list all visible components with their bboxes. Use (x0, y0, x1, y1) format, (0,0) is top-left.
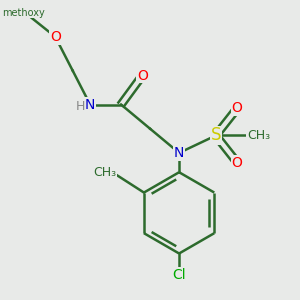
Text: CH₃: CH₃ (247, 129, 270, 142)
Text: N: N (85, 98, 95, 112)
Text: methoxy: methoxy (2, 8, 45, 18)
Text: O: O (137, 68, 148, 83)
Text: O: O (232, 101, 243, 116)
Text: N: N (174, 146, 184, 160)
Text: O: O (50, 30, 61, 44)
Text: CH₃: CH₃ (94, 166, 117, 179)
Text: O: O (232, 156, 243, 170)
Text: S: S (211, 127, 221, 145)
Text: Cl: Cl (172, 268, 186, 282)
Text: H: H (76, 100, 85, 113)
